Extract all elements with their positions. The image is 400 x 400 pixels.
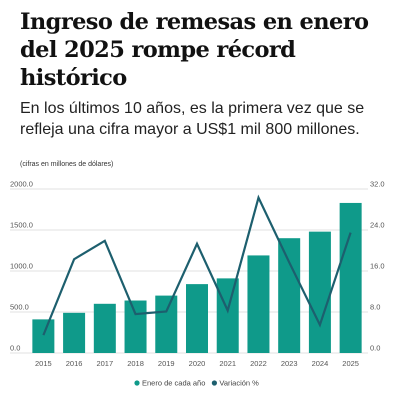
bar-2022 [247, 255, 270, 353]
axis-layer: 0.0 500.0 1000.0 1500.0 2000.0 0.0 8.0 16.0 24.0… [10, 180, 385, 369]
y-right-tick-label: 24.0 [370, 221, 385, 230]
y-left-tick-label: 1500.0 [10, 221, 33, 230]
x-tick-label: 2021 [219, 359, 236, 368]
bars-layer [32, 202, 362, 353]
y-right-tick-label: 16.0 [370, 262, 385, 271]
legend: Enero de cada año Variación % [134, 379, 259, 388]
line-layer [42, 194, 352, 336]
y-left-tick-label: 500.0 [10, 303, 29, 312]
x-tick-label: 2019 [158, 359, 175, 368]
legend-line-swatch [211, 380, 217, 386]
y-right-tick-label: 32.0 [370, 180, 385, 189]
bar-2024 [308, 231, 331, 353]
bar-2017 [93, 303, 116, 353]
y-left-tick-label: 2000.0 [10, 180, 33, 189]
bar-2016 [63, 312, 86, 353]
legend-bar-swatch [134, 380, 140, 386]
y-left-tick-label: 0.0 [10, 344, 20, 353]
legend-line-label: Variación % [219, 379, 259, 388]
y-right-tick-label: 8.0 [370, 303, 380, 312]
x-tick-label: 2023 [281, 359, 298, 368]
y-left-tick-label: 1000.0 [10, 262, 33, 271]
x-tick-label: 2015 [35, 359, 52, 368]
x-tick-label: 2016 [66, 359, 83, 368]
y-right-tick-label: 0.0 [370, 344, 380, 353]
legend-bar-label: Enero de cada año [142, 379, 205, 388]
x-tick-label: 2020 [189, 359, 206, 368]
bar-2023 [278, 238, 301, 353]
variation-line [42, 194, 352, 336]
units-note: (cifras en millones de dólares) [20, 161, 114, 168]
bar-2018 [124, 300, 147, 353]
bar-2020 [186, 284, 208, 353]
combo-chart: 0.0 500.0 1000.0 1500.0 2000.0 0.0 8.0 16.0 24.0… [10, 180, 385, 388]
x-tick-label: 2022 [250, 359, 267, 368]
x-tick-label: 2024 [312, 359, 329, 368]
bar-2021 [216, 278, 239, 353]
x-tick-label: 2025 [342, 359, 359, 368]
chart-title: Ingreso de remesas en enero del 2025 rom… [20, 9, 369, 91]
x-tick-label: 2017 [96, 359, 113, 368]
chart-subtitle: En los últimos 10 años, es la primera ve… [20, 100, 365, 138]
bar-2025 [339, 202, 362, 353]
bar-2019 [155, 295, 178, 353]
x-tick-label: 2018 [127, 359, 144, 368]
bar-2015 [32, 319, 55, 353]
